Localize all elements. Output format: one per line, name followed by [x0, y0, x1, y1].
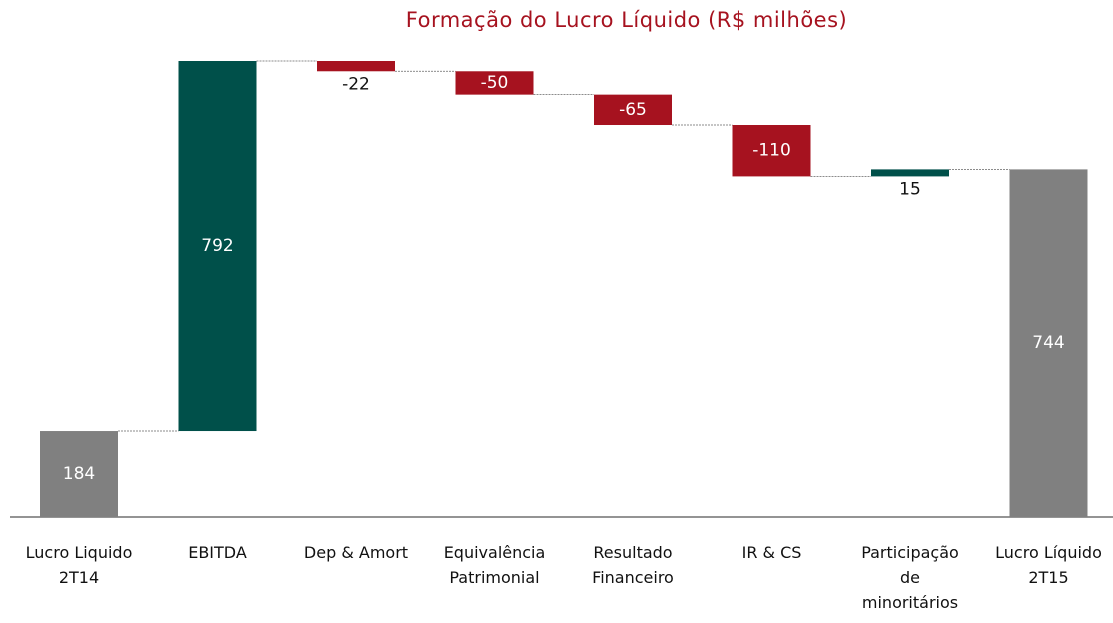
x-tick-label: Equivalência Patrimonial [443, 543, 546, 587]
value-label: 792 [201, 236, 233, 256]
bar [594, 94, 672, 126]
x-tick-label: EBITDA [188, 543, 247, 562]
x-tick-label: Resultado Financeiro [592, 543, 674, 587]
bar [1009, 169, 1088, 518]
x-tick-label: Lucro Líquido 2T15 [995, 543, 1102, 587]
x-tick-label: Dep & Amort [303, 543, 409, 562]
x-tick-label: Participação de minoritários [861, 543, 959, 612]
bar [40, 431, 118, 517]
bar [317, 61, 395, 72]
bar [732, 125, 811, 177]
value-label: -110 [752, 141, 791, 161]
x-tick-label: Lucro Liquido 2T14 [25, 543, 133, 587]
value-label: 744 [1032, 333, 1064, 353]
bar [455, 71, 534, 95]
value-label: -22 [342, 74, 370, 94]
chart-title: Formação do Lucro Líquido (R$ milhões) [405, 8, 848, 32]
x-tick-label: IR & CS [741, 543, 802, 562]
bar [871, 169, 949, 177]
bar [178, 61, 257, 432]
value-label: 184 [63, 464, 95, 484]
value-label: -50 [481, 73, 509, 93]
value-label: -65 [619, 100, 647, 120]
value-label: 15 [899, 179, 921, 199]
